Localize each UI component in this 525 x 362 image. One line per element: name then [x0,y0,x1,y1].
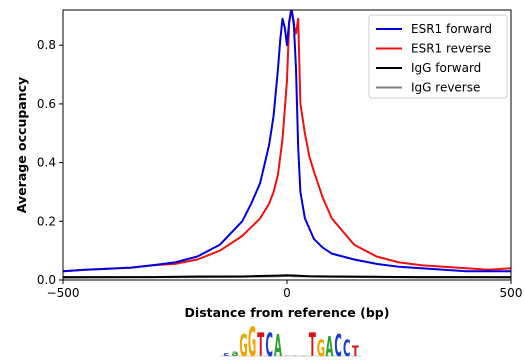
logo-letter: T [309,326,316,362]
legend-entry: ESR1 reverse [411,42,491,56]
series-line-esr1-reverse [63,10,511,273]
logo-letter: C [343,337,350,362]
axes: −500 0 500 0.0 0.2 0.4 0.6 0.8 [37,9,523,300]
y-tick-label: 0.8 [37,38,56,52]
logo-letter: C [334,329,341,362]
logo-letter: A [326,329,334,362]
legend-entry: IgG forward [411,61,481,75]
legend-box [368,14,508,99]
legend-entry: ESR1 forward [411,22,492,36]
legend-entry: IgG reverse [411,81,480,95]
logo-letter: c [223,352,229,357]
logo-letter: . [293,353,297,357]
y-tick-label: 0.6 [37,97,56,111]
series-line-esr1-forward [63,10,511,273]
y-tick-label: 0.0 [37,273,56,287]
series-line-igg-forward [63,274,511,279]
legend: ESR1 forward ESR1 reverse IgG forward IgG r… [368,14,508,99]
y-tick-label: 0.2 [37,214,56,228]
logo-letter: a [231,349,238,359]
x-tick-label: 0 [283,286,291,300]
y-tick-label: 0.4 [37,156,56,170]
logo-letter: . [285,353,289,357]
y-axis-label: Average occupancy [14,77,29,213]
logo-letter: G [317,337,325,362]
logo-letter: . [302,353,306,357]
x-tick-label: 500 [500,286,523,300]
logo-letter: T [352,343,359,359]
logo-letter: G [239,329,247,362]
x-tick-label: −500 [47,286,80,300]
logo-letter: T [257,326,264,362]
logo-letter: A [274,329,282,362]
plot-area [63,10,511,279]
logo-letter: C [266,326,273,362]
logo-letter: G [248,319,256,362]
x-axis-label: Distance from reference (bp) [185,305,390,320]
